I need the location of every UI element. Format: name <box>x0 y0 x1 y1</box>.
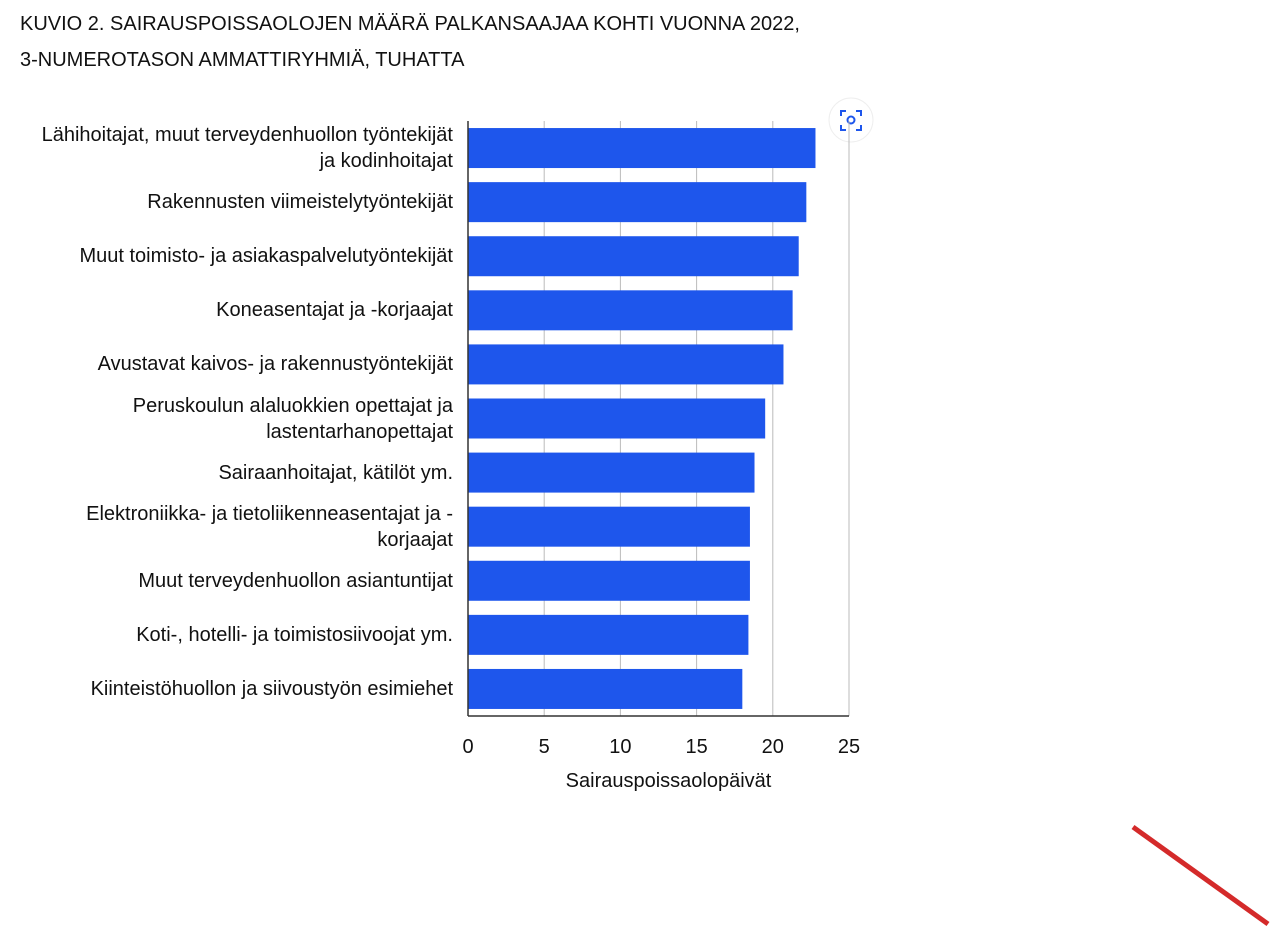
y-tick-label-box: Koti-, hotelli- ja toimistosiivoojat ym. <box>20 608 453 662</box>
bar <box>468 452 755 493</box>
icon-dot <box>846 115 856 125</box>
y-tick-label-box: Koneasentajat ja -korjaajat <box>20 283 453 337</box>
bar <box>468 668 743 709</box>
bar <box>468 290 793 331</box>
bar <box>468 236 799 277</box>
y-tick-label: Koneasentajat ja -korjaajat <box>216 299 453 322</box>
y-tick-label-box: Peruskoulun alaluokkien opettajat ja las… <box>20 392 453 446</box>
y-tick-label-box: Avustavat kaivos- ja rakennustyöntekijät <box>20 337 453 391</box>
y-tick-label: Elektroniikka- ja tietoliikenneasentajat… <box>86 502 453 551</box>
y-tick-label: Rakennusten viimeistelytyöntekijät <box>147 191 453 214</box>
y-tick-label-box: Kiinteistöhuollon ja siivoustyön esimieh… <box>20 662 453 716</box>
y-tick-label-box: Rakennusten viimeistelytyöntekijät <box>20 175 453 229</box>
bar <box>468 128 816 169</box>
bar <box>468 344 784 385</box>
y-tick-label: Peruskoulun alaluokkien opettajat ja las… <box>132 394 453 443</box>
y-tick-label: Sairaanhoitajat, kätilöt ym. <box>218 461 453 484</box>
y-tick-label: Avustavat kaivos- ja rakennustyöntekijät <box>97 353 453 376</box>
expand-icon[interactable] <box>828 97 874 143</box>
y-tick-label: Lähihoitajat, muut terveydenhuollon työn… <box>41 124 453 173</box>
y-tick-label-box: Elektroniikka- ja tietoliikenneasentajat… <box>20 500 453 554</box>
y-tick-label-box: Muut terveydenhuollon asiantuntijat <box>20 554 453 608</box>
y-tick-label-box: Sairaanhoitajat, kätilöt ym. <box>20 446 453 500</box>
chart-title: KUVIO 2. SAIRAUSPOISSAOLOJEN MÄÄRÄ PALKA… <box>20 13 800 71</box>
annotation-stroke <box>1131 824 1270 927</box>
y-tick-label: Muut terveydenhuollon asiantuntijat <box>138 569 453 592</box>
plot <box>467 121 850 716</box>
bar <box>468 506 750 547</box>
bar <box>468 614 749 655</box>
x-tick-label: 25 <box>838 736 860 758</box>
y-tick-label-box: Lähihoitajat, muut terveydenhuollon työn… <box>20 121 453 175</box>
x-tick-label: 5 <box>539 736 550 758</box>
x-tick-label: 20 <box>762 736 784 758</box>
bar <box>468 182 807 223</box>
icon-bg[interactable] <box>828 97 874 143</box>
x-tick-label: 10 <box>609 736 631 758</box>
x-tick-label: 0 <box>462 736 473 758</box>
y-tick-label: Koti-, hotelli- ja toimistosiivoojat ym. <box>136 623 453 646</box>
x-tick-label: 15 <box>685 736 707 758</box>
y-tick-label: Muut toimisto- ja asiakaspalvelutyönteki… <box>79 245 453 268</box>
x-axis-label: Sairauspoissaolopäivät <box>566 770 772 792</box>
icon-frame <box>840 110 862 131</box>
bar <box>468 398 766 439</box>
bar <box>468 560 750 601</box>
y-tick-label-box: Muut toimisto- ja asiakaspalvelutyönteki… <box>20 229 453 283</box>
y-tick-label: Kiinteistöhuollon ja siivoustyön esimieh… <box>90 677 453 700</box>
